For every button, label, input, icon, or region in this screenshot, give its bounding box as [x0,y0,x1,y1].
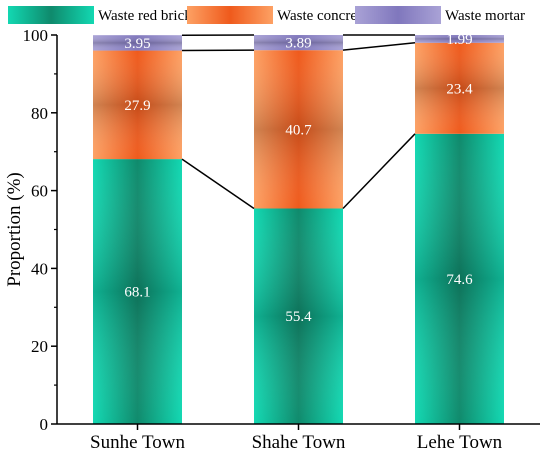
data-label-shahe-town-waste-concrete: 40.7 [285,122,312,138]
connector-lines [181,34,416,210]
bar-sunhe-town-waste-mortar-shade [93,35,182,51]
legend-swatch-waste-mortar [355,6,441,24]
bar-sunhe-town-waste-red-bricks-shade [93,159,182,424]
bars-layer [93,35,504,424]
bar-sunhe-town-waste-concrete-shade [93,50,182,160]
y-axis-title: Proportion (%) [4,172,25,287]
legend: Waste red bricks Waste concrete Waste mort… [8,6,525,24]
data-label-sunhe-town-waste-mortar: 3.95 [124,36,150,52]
bar-lehe-town-waste-red-bricks-shade [415,133,504,424]
y-tick-label-20: 20 [31,337,48,356]
data-label-sunhe-town-waste-red-bricks: 68.1 [124,285,150,301]
legend-label-waste-mortar: Waste mortar [445,8,525,24]
axes-layer: 0 20 40 60 80 100 Sunhe Town Shahe Town Lehe Tow… [4,26,540,453]
data-label-lehe-town-waste-mortar: 1.99 [446,32,472,48]
y-tick-label-100: 100 [23,26,49,45]
x-tick-label-lehe-town: Lehe Town [417,432,503,453]
y-tick-label-0: 0 [40,415,49,434]
legend-label-waste-red-bricks: Waste red bricks [98,8,198,24]
data-label-lehe-town-waste-red-bricks: 74.6 [446,272,473,288]
legend-swatch-waste-red-bricks [8,6,94,24]
connector-waste-red-bricks-1 [342,133,416,210]
bar-shahe-town-waste-concrete-shade [254,50,343,209]
bar-lehe-town-waste-mortar-shade [415,35,504,43]
y-tick-label-40: 40 [31,259,48,278]
x-tick-label-sunhe-town: Sunhe Town [90,432,185,453]
bar-lehe-town-waste-concrete-shade [415,42,504,134]
x-tick-label-shahe-town: Shahe Town [252,432,346,453]
data-label-shahe-town-waste-red-bricks: 55.4 [285,309,312,325]
legend-swatch-waste-concrete [187,6,273,24]
data-label-lehe-town-waste-concrete: 23.4 [446,81,473,97]
data-label-shahe-town-waste-mortar: 3.89 [285,36,311,52]
y-tick-label-60: 60 [31,182,48,201]
legend-label-waste-concrete: Waste concrete [277,8,368,24]
data-label-sunhe-town-waste-concrete: 27.9 [124,98,150,114]
connector-waste-concrete-1 [342,42,416,51]
y-tick-label-80: 80 [31,104,48,123]
bar-shahe-town-waste-mortar-shade [254,35,343,51]
connector-waste-red-bricks-0 [181,158,255,210]
bar-shahe-town-waste-red-bricks-shade [254,208,343,424]
data-labels-layer: 68.1 27.9 3.95 55.4 40.7 3.89 74.6 23.4 1.99 [124,32,473,325]
